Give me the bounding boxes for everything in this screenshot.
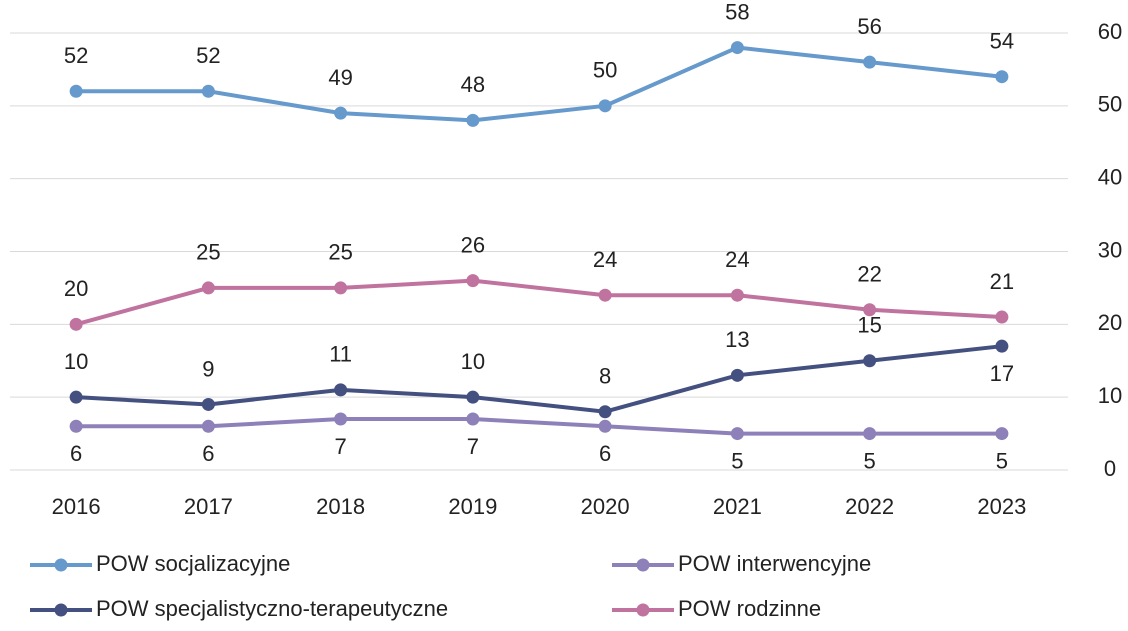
data-point [334, 383, 348, 397]
data-label: 11 [329, 342, 352, 367]
data-label: 6 [202, 441, 214, 466]
data-point [598, 288, 612, 302]
data-point [995, 310, 1009, 324]
data-point [598, 419, 612, 433]
data-point [334, 281, 348, 295]
data-point [466, 274, 480, 288]
data-label: 7 [467, 434, 479, 459]
data-point [730, 288, 744, 302]
data-label: 6 [599, 441, 611, 466]
data-point [995, 339, 1009, 353]
data-label: 24 [725, 247, 749, 272]
series-line [75, 278, 1002, 327]
data-label: 25 [328, 240, 352, 265]
data-point [598, 99, 612, 113]
data-label: 21 [990, 269, 1014, 294]
legend-label: POW socjalizacyjne [96, 551, 290, 576]
data-point [201, 84, 215, 98]
legend-label: POW rodzinne [678, 596, 821, 621]
x-tick-label: 2023 [977, 494, 1026, 519]
data-point [466, 412, 480, 426]
data-label: 26 [461, 232, 485, 257]
data-label: 58 [725, 0, 749, 24]
data-label: 24 [593, 247, 617, 272]
data-label: 10 [64, 349, 88, 374]
y-tick-label: 10 [1098, 383, 1122, 408]
data-point [598, 405, 612, 419]
data-label: 56 [857, 14, 881, 39]
series-line [76, 417, 1002, 436]
data-point [995, 70, 1009, 84]
y-tick-label: 40 [1098, 164, 1122, 189]
data-point [863, 303, 877, 317]
data-label: 52 [64, 43, 88, 68]
data-label: 5 [731, 448, 743, 473]
data-label: 22 [857, 262, 881, 287]
legend-marker [636, 558, 650, 572]
legend-marker [54, 558, 68, 572]
data-label: 8 [599, 364, 611, 389]
data-point [334, 412, 348, 426]
y-tick-label: 20 [1098, 310, 1122, 335]
data-label: 6 [70, 441, 82, 466]
data-label: 50 [593, 58, 617, 83]
y-tick-label: 50 [1098, 92, 1122, 117]
data-label: 48 [461, 72, 485, 97]
legend-label: POW interwencyjne [678, 551, 871, 576]
data-point [863, 354, 877, 368]
data-label: 15 [857, 313, 881, 338]
data-point [730, 41, 744, 55]
y-tick-label: 0 [1104, 456, 1116, 481]
x-tick-label: 2018 [316, 494, 365, 519]
data-point [863, 55, 877, 69]
data-point [69, 390, 83, 404]
data-point [69, 317, 83, 331]
x-tick-label: 2019 [448, 494, 497, 519]
data-point [730, 427, 744, 441]
data-label: 5 [864, 448, 876, 473]
data-point [730, 368, 744, 382]
y-tick-label: 60 [1098, 19, 1122, 44]
x-tick-label: 2016 [52, 494, 101, 519]
data-label: 5 [996, 448, 1008, 473]
data-point [863, 427, 877, 441]
x-tick-label: 2017 [184, 494, 233, 519]
data-label: 25 [196, 240, 220, 265]
data-label: 17 [990, 361, 1014, 386]
data-point [201, 397, 215, 411]
x-tick-label: 2022 [845, 494, 894, 519]
data-point [334, 106, 348, 120]
data-point [466, 390, 480, 404]
data-point [201, 281, 215, 295]
data-point [466, 113, 480, 127]
legend-label: POW specjalistyczno-terapeutyczne [96, 596, 448, 621]
data-label: 13 [725, 327, 749, 352]
data-label: 10 [461, 349, 485, 374]
legend-marker [54, 603, 68, 617]
data-point [69, 419, 83, 433]
legend-marker [636, 603, 650, 617]
series-line [76, 45, 1003, 123]
data-label: 54 [990, 29, 1014, 54]
data-point [201, 419, 215, 433]
series-line [76, 344, 1003, 414]
x-tick-label: 2020 [581, 494, 630, 519]
data-label: 7 [335, 434, 347, 459]
x-tick-label: 2021 [713, 494, 762, 519]
y-tick-label: 30 [1098, 237, 1122, 262]
data-label: 20 [64, 276, 88, 301]
data-label: 49 [328, 65, 352, 90]
data-point [995, 427, 1009, 441]
data-label: 9 [202, 356, 214, 381]
data-label: 52 [196, 43, 220, 68]
data-point [69, 84, 83, 98]
